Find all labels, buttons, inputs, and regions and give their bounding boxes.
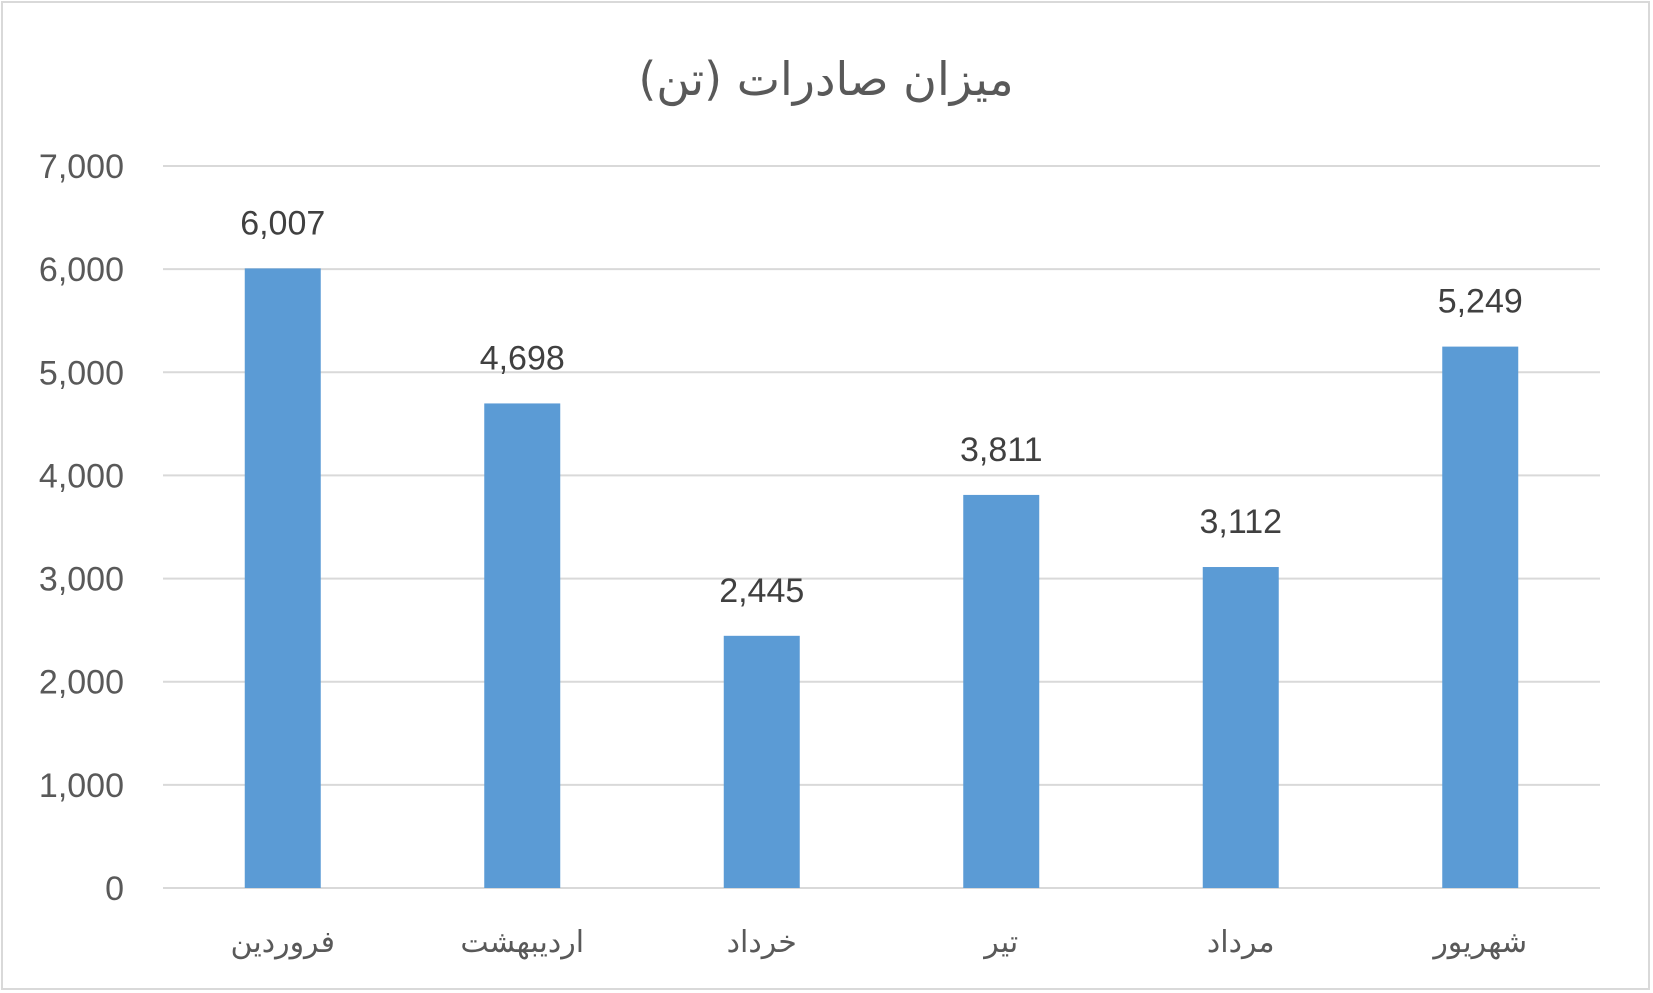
data-labels: 6,007 4,698 2,445 3,811 3,112 5,249: [240, 204, 1523, 609]
category-label: شهریور: [1431, 925, 1527, 960]
bars: [244, 268, 1519, 888]
data-label: 4,698: [480, 339, 565, 377]
data-label: 3,811: [960, 431, 1043, 469]
category-label: تیر: [982, 925, 1018, 960]
y-tick-label: 3,000: [39, 561, 124, 599]
data-label: 2,445: [719, 572, 804, 610]
chart-title: میزان صادرات (تن): [638, 52, 1013, 107]
y-tick-label: 1,000: [39, 767, 124, 805]
y-axis-tick-labels: 0 1,000 2,000 3,000 4,000 5,000 6,000 7,000: [39, 148, 124, 908]
bar: [963, 494, 1040, 888]
data-label: 3,112: [1199, 503, 1282, 541]
y-tick-label: 6,000: [39, 251, 124, 289]
x-axis-category-labels: فروردین اردیبهشت خرداد تیر مرداد شهریور: [231, 925, 1528, 960]
category-label: فروردین: [231, 925, 335, 960]
category-label: اردیبهشت: [460, 925, 584, 960]
gridlines: [163, 165, 1600, 889]
bar: [723, 635, 800, 888]
bar: [484, 403, 561, 888]
bar: [1442, 346, 1519, 888]
bar: [1202, 567, 1279, 888]
y-tick-label: 5,000: [39, 354, 124, 392]
category-label: مرداد: [1207, 925, 1275, 960]
data-label: 5,249: [1438, 283, 1523, 321]
y-tick-label: 4,000: [39, 457, 124, 495]
bar: [244, 268, 321, 888]
data-label: 6,007: [240, 204, 325, 242]
y-tick-label: 0: [105, 870, 124, 908]
y-tick-label: 2,000: [39, 664, 124, 702]
category-label: خرداد: [727, 925, 797, 960]
y-tick-label: 7,000: [39, 148, 124, 186]
